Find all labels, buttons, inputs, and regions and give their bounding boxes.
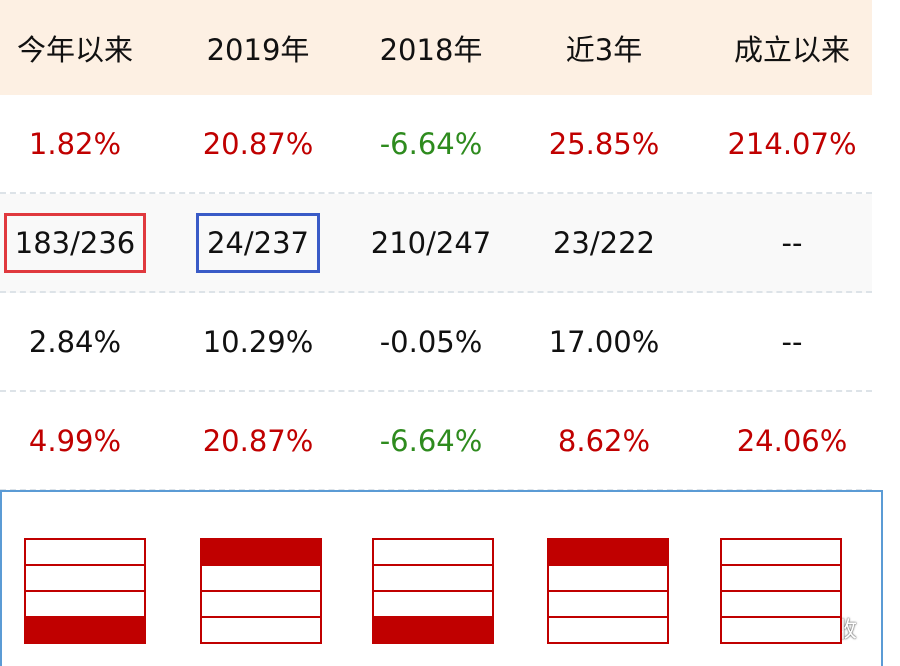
cell-value: 24.06% — [736, 423, 848, 458]
table-cell: 183/236 — [0, 194, 150, 291]
table-row: 2.84% 10.29% -0.05% 17.00% -- — [0, 293, 872, 392]
table-header: 今年以来 2019年 2018年 近3年 成立以来 — [0, 0, 872, 95]
cell-value: 210/247 — [370, 225, 492, 260]
header-3y: 近3年 — [565, 32, 643, 67]
cell-value: 2.84% — [28, 324, 122, 359]
table-cell: 1.82% — [0, 95, 150, 192]
header-2018: 2018年 — [379, 32, 483, 67]
quartile-ranking-panel: ☺ 大话固收 — [0, 490, 883, 666]
cell-value: -- — [781, 324, 803, 359]
table-row: 1.82% 20.87% -6.64% 25.85% 214.07% — [0, 95, 872, 194]
header-inception: 成立以来 — [733, 32, 850, 67]
cell-value: 20.87% — [202, 126, 314, 161]
highlighted-rank-red: 183/236 — [3, 212, 147, 273]
quartile-icon — [200, 538, 322, 644]
table-cell: 24/237 — [150, 194, 366, 291]
table-cell: -6.64% — [366, 392, 496, 489]
cell-value: 20.87% — [202, 423, 314, 458]
cell-value: -0.05% — [379, 324, 483, 359]
table-cell: 2.84% — [0, 293, 150, 390]
cell-value: 8.62% — [557, 423, 651, 458]
cell-value: -6.64% — [379, 423, 483, 458]
table-cell: 20.87% — [150, 95, 366, 192]
cell-value: -6.64% — [379, 126, 483, 161]
table-cell: 24.06% — [712, 392, 872, 489]
table-cell: 20.87% — [150, 392, 366, 489]
quartile-icon — [547, 538, 669, 644]
table-cell: 10.29% — [150, 293, 366, 390]
cell-value: -- — [781, 225, 803, 260]
table-cell: -- — [712, 194, 872, 291]
table-cell: 210/247 — [366, 194, 496, 291]
performance-table: 今年以来 2019年 2018年 近3年 成立以来 1.82% 20.87% -6.… — [0, 0, 872, 491]
cell-value: 214.07% — [727, 126, 857, 161]
table-cell: 23/222 — [496, 194, 712, 291]
cell-value: 17.00% — [548, 324, 660, 359]
table-cell: 25.85% — [496, 95, 712, 192]
cell-value: 1.82% — [28, 126, 122, 161]
table-cell: 214.07% — [712, 95, 872, 192]
quartile-icon — [24, 538, 146, 644]
header-2019: 2019年 — [206, 32, 310, 67]
cell-value: 23/222 — [552, 225, 656, 260]
table-row: 4.99% 20.87% -6.64% 8.62% 24.06% — [0, 392, 872, 491]
table-cell: 8.62% — [496, 392, 712, 489]
cell-value: 10.29% — [202, 324, 314, 359]
quartile-icon — [372, 538, 494, 644]
table-row: 183/236 24/237 210/247 23/222 -- — [0, 194, 872, 293]
table-cell: 17.00% — [496, 293, 712, 390]
table-cell: -- — [712, 293, 872, 390]
table-cell: 4.99% — [0, 392, 150, 489]
cell-value: 25.85% — [548, 126, 660, 161]
header-ytd: 今年以来 — [16, 32, 133, 67]
table-cell: -6.64% — [366, 95, 496, 192]
highlighted-rank-blue: 24/237 — [195, 212, 321, 273]
cell-value: 4.99% — [28, 423, 122, 458]
table-cell: -0.05% — [366, 293, 496, 390]
quartile-icon — [720, 538, 842, 644]
